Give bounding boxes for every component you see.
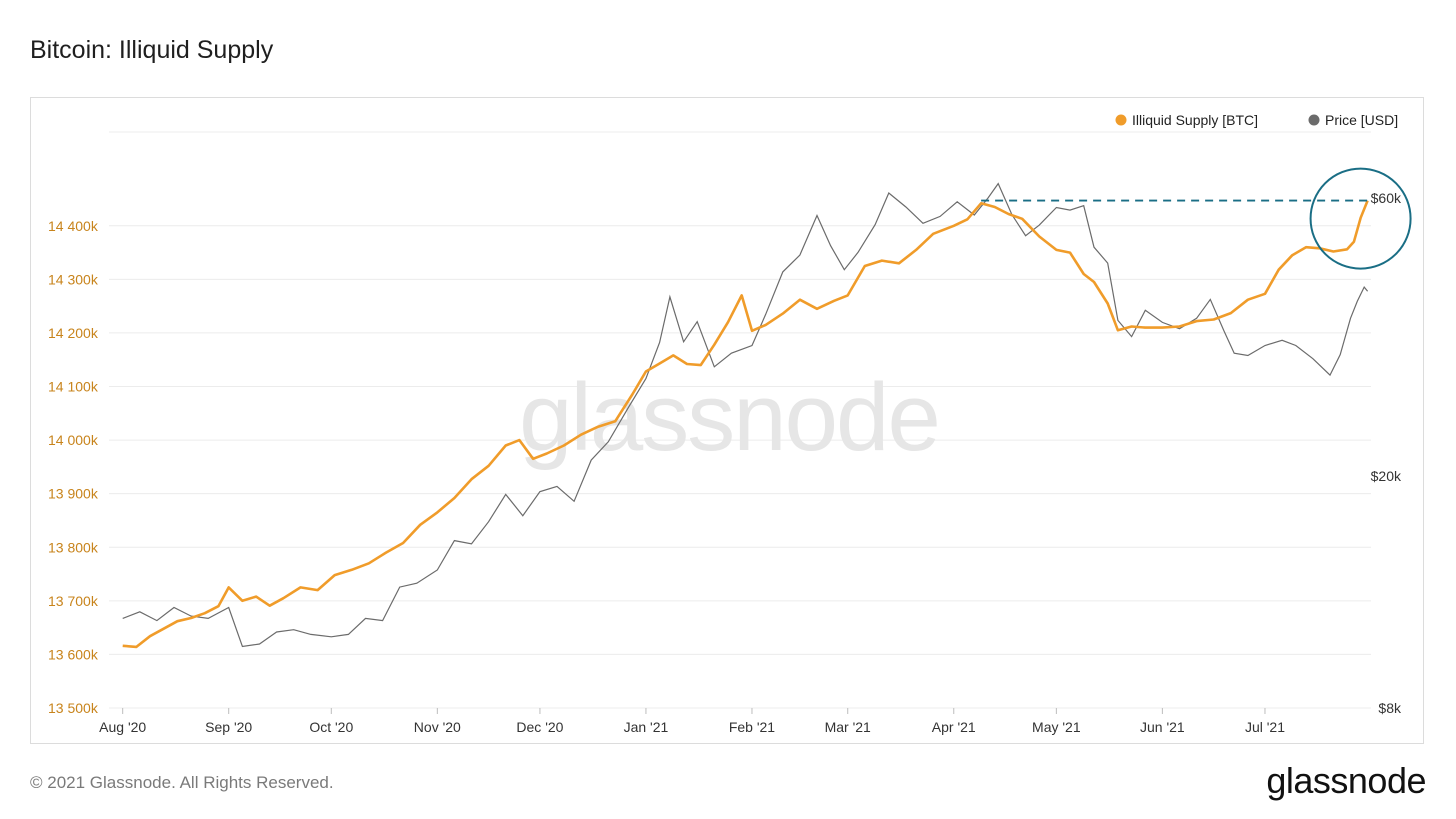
x-tick-label: Nov '20 — [414, 719, 461, 735]
left-tick-label: 14 200k — [48, 325, 99, 341]
left-tick-label: 14 100k — [48, 379, 99, 395]
x-tick-label: Oct '20 — [309, 719, 353, 735]
right-tick-label: $20k — [1371, 468, 1402, 484]
right-tick-label: $8k — [1378, 700, 1402, 716]
x-tick-label: Feb '21 — [729, 719, 775, 735]
price-series-line — [122, 182, 1369, 648]
x-tick-label: Apr '21 — [932, 719, 976, 735]
legend-dot — [1115, 114, 1127, 126]
left-tick-label: 13 800k — [48, 539, 99, 555]
x-tick-label: Dec '20 — [516, 719, 563, 735]
illiquid-supply-series-line — [122, 200, 1369, 649]
left-tick-label: 13 700k — [48, 593, 99, 609]
x-tick-label: Jan '21 — [624, 719, 669, 735]
watermark: glassnode — [519, 364, 939, 471]
left-tick-label: 14 300k — [48, 271, 99, 287]
left-tick-label: 13 900k — [48, 486, 99, 502]
legend-label[interactable]: Price [USD] — [1325, 112, 1398, 128]
line-chart: glassnode 13 500k 13 600k 13 700k 13 800k 13… — [48, 112, 1412, 735]
left-tick-label: 14 400k — [48, 218, 99, 234]
x-tick-label: Jul '21 — [1245, 719, 1285, 735]
chart-panel: glassnode 13 500k 13 600k 13 700k 13 800k 13… — [30, 97, 1424, 744]
x-tick-label: Jun '21 — [1140, 719, 1185, 735]
brand-logo[interactable]: glassnode — [1266, 760, 1426, 801]
x-tick-label: Aug '20 — [99, 719, 146, 735]
x-tick-label: Sep '20 — [205, 719, 252, 735]
copyright-text: © 2021 Glassnode. All Rights Reserved. — [30, 773, 334, 792]
x-tick-label: May '21 — [1032, 719, 1081, 735]
page-title: Bitcoin: Illiquid Supply — [30, 36, 274, 64]
highlight-circle — [1309, 167, 1412, 270]
legend-label[interactable]: Illiquid Supply [BTC] — [1132, 112, 1258, 128]
left-tick-label: 13 600k — [48, 646, 99, 662]
left-tick-label: 13 500k — [48, 700, 99, 716]
left-tick-label: 14 000k — [48, 432, 99, 448]
right-tick-label: $60k — [1371, 190, 1402, 206]
legend-dot — [1308, 114, 1320, 126]
x-tick-label: Mar '21 — [825, 719, 871, 735]
